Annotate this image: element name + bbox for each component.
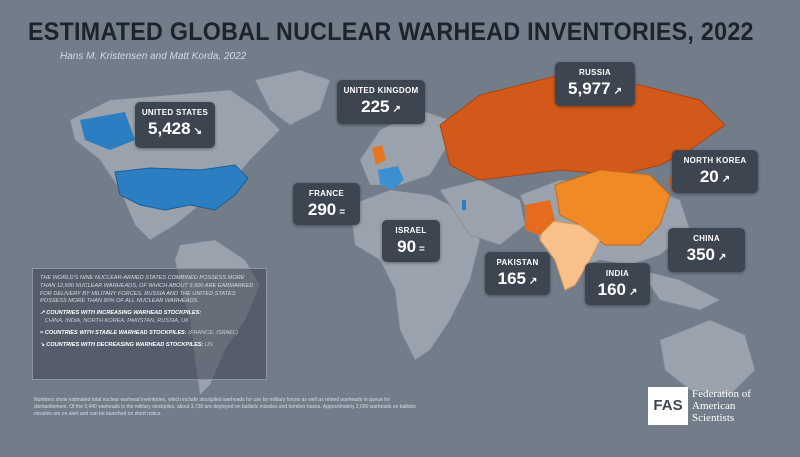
country: PAKISTAN bbox=[496, 258, 539, 267]
trend-icon: ↗ bbox=[721, 174, 731, 185]
country: INDIA bbox=[605, 269, 630, 278]
legend-countries: US bbox=[204, 341, 213, 348]
warheads: 5,977 bbox=[568, 79, 611, 98]
warheads: 5,428 bbox=[148, 119, 191, 138]
footnote: Numbers show estimated total nuclear war… bbox=[34, 397, 417, 417]
country: FRANCE bbox=[308, 189, 345, 198]
pakistan bbox=[525, 200, 555, 235]
callout: CHINA 350 ↗ bbox=[668, 228, 745, 272]
callout: FRANCE 290 = bbox=[293, 183, 360, 225]
alaska bbox=[80, 112, 135, 150]
trend-icon: ↗ bbox=[717, 252, 727, 263]
legend-label: COUNTRIES WITH STABLE WARHEAD STOCKPILES… bbox=[44, 329, 187, 336]
uk bbox=[372, 145, 386, 165]
legend-label: COUNTRIES WITH DECREASING WARHEAD STOCKP… bbox=[46, 341, 204, 348]
warheads: 20 bbox=[699, 167, 719, 186]
country: RUSSIA bbox=[578, 68, 612, 77]
title: ESTIMATED GLOBAL NUCLEAR WARHEAD INVENTO… bbox=[28, 18, 754, 46]
summary: THE WORLD'S NINE NUCLEAR-ARMED STATES CO… bbox=[40, 275, 254, 305]
country: NORTH KOREA bbox=[683, 156, 747, 165]
logo-mark: FAS bbox=[648, 387, 688, 425]
australia bbox=[659, 319, 756, 396]
greenland bbox=[254, 69, 331, 126]
israel bbox=[462, 200, 466, 210]
legend: THE WORLD'S NINE NUCLEAR-ARMED STATES CO… bbox=[32, 268, 267, 380]
trend-icon: ↗ bbox=[528, 276, 538, 287]
trend-icon: ↘ bbox=[193, 126, 202, 137]
warheads: 350 bbox=[686, 245, 715, 264]
india bbox=[539, 219, 601, 291]
usa bbox=[114, 164, 249, 211]
callout: UNITED KINGDOM 225 ↗ bbox=[337, 80, 425, 124]
subtitle: Hans M. Kristensen and Matt Korda, 2022 bbox=[60, 51, 247, 62]
logo-name: Federation of American Scientists bbox=[692, 388, 751, 425]
callout: UNITED STATES 5,428 ↘ bbox=[135, 102, 215, 148]
callout: NORTH KOREA 20 ↗ bbox=[672, 150, 758, 193]
legend-item: ↘ COUNTRIES WITH DECREASING WARHEAD STOC… bbox=[40, 341, 213, 348]
country: UNITED STATES bbox=[141, 108, 209, 117]
warheads: 225 bbox=[361, 97, 390, 116]
legend-item: = COUNTRIES WITH STABLE WARHEAD STOCKPIL… bbox=[40, 329, 238, 336]
legend-label: COUNTRIES WITH INCREASING WARHEAD STOCKP… bbox=[46, 310, 202, 317]
southeast-asia bbox=[639, 269, 721, 311]
country: ISRAEL bbox=[395, 226, 427, 235]
legend-item: ↗ COUNTRIES WITH INCREASING WARHEAD STOC… bbox=[40, 310, 202, 325]
france bbox=[378, 166, 404, 190]
trend-icon: ↗ bbox=[613, 86, 622, 97]
country: CHINA bbox=[693, 234, 720, 243]
legend-countries: (FRANCE, ISRAEL) bbox=[188, 329, 238, 336]
trend-icon: = bbox=[419, 244, 425, 255]
legend-countries: CHINA, INDIA, NORTH KOREA, PAKISTAN, RUS… bbox=[44, 318, 189, 325]
warheads: 90 bbox=[397, 237, 417, 256]
trend-icon: = bbox=[339, 207, 346, 218]
callout: ISRAEL 90 = bbox=[382, 220, 440, 262]
trend-icon: ↗ bbox=[628, 287, 638, 298]
warheads: 165 bbox=[497, 269, 526, 288]
country: UNITED KINGDOM bbox=[343, 86, 419, 95]
callout: INDIA 160 ↗ bbox=[585, 263, 650, 305]
trend-icon: ↗ bbox=[392, 104, 401, 115]
warheads: 160 bbox=[597, 280, 626, 299]
callout: PAKISTAN 165 ↗ bbox=[485, 252, 550, 295]
warheads: 290 bbox=[307, 200, 337, 219]
callout: RUSSIA 5,977 ↗ bbox=[555, 62, 635, 106]
china bbox=[554, 169, 671, 246]
